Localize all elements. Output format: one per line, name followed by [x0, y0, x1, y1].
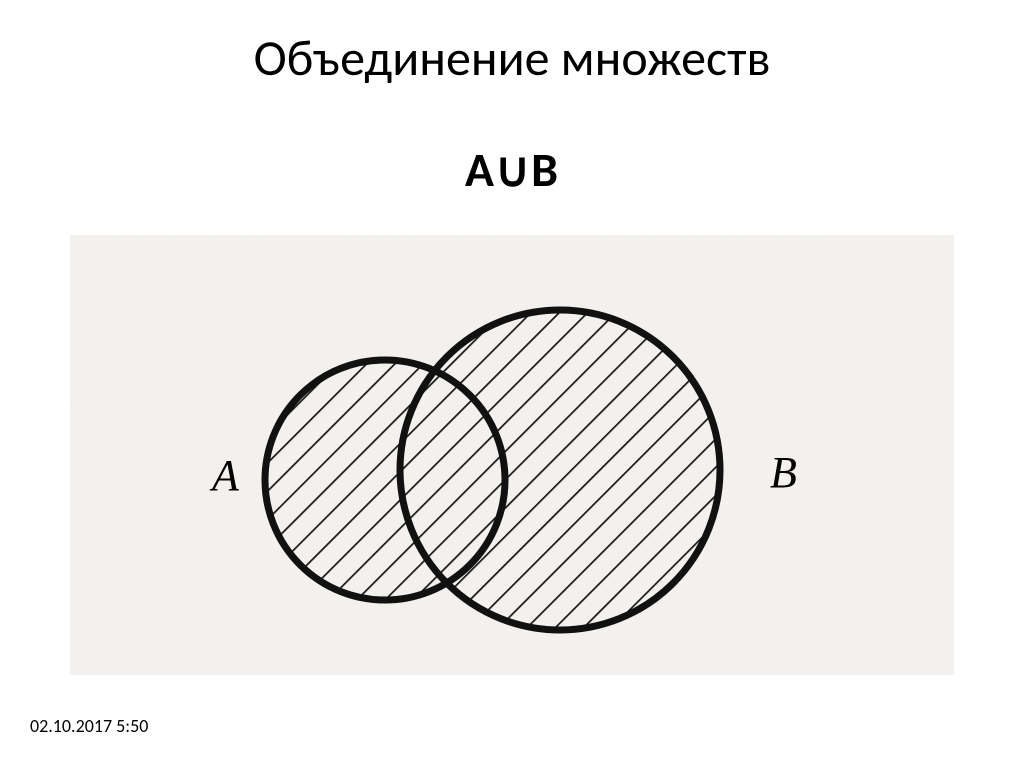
- set-label-a: A: [209, 451, 240, 500]
- formula-operand-b: B: [531, 140, 559, 199]
- set-label-b: B: [770, 448, 797, 497]
- set-formula: A∪B: [0, 140, 1024, 199]
- formula-operand-a: A: [465, 140, 495, 199]
- page-title: Объединение множеств: [0, 28, 1024, 89]
- venn-diagram: AB: [70, 235, 954, 675]
- union-symbol: ∪: [495, 140, 531, 199]
- slide: Объединение множеств A∪B AB 02.10.2017 5…: [0, 0, 1024, 767]
- slide-timestamp: 02.10.2017 5:50: [30, 715, 148, 737]
